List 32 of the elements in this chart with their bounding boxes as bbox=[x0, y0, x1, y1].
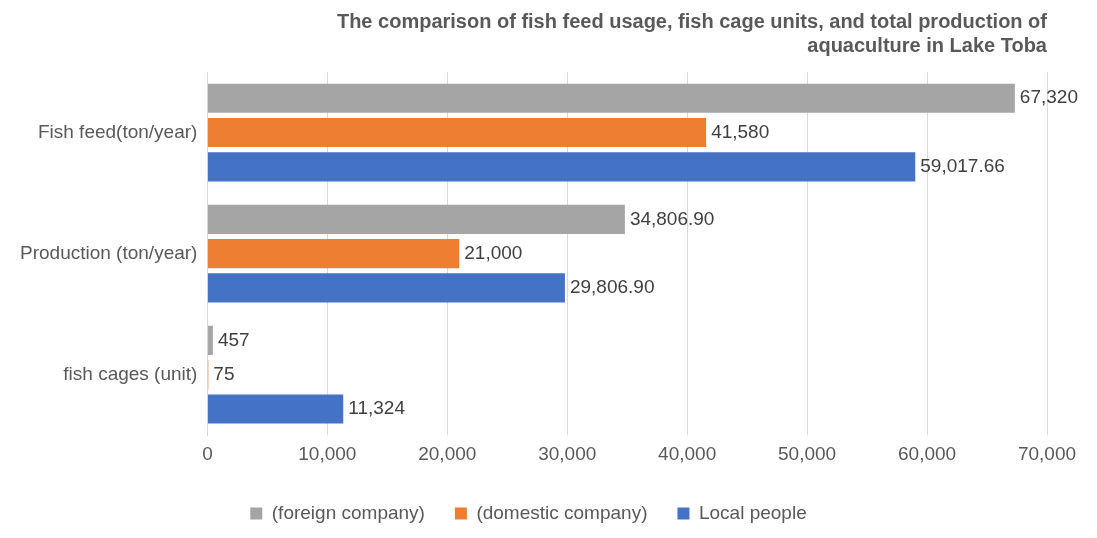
bar bbox=[207, 152, 916, 182]
x-tick-label: 50,000 bbox=[778, 442, 837, 464]
data-label: 67,320 bbox=[1019, 86, 1078, 108]
legend-label: (foreign company) bbox=[271, 501, 425, 523]
x-tick-label: 40,000 bbox=[658, 442, 717, 464]
data-label: 34,806.90 bbox=[629, 207, 715, 229]
bar bbox=[207, 83, 1015, 113]
y-tick-label: fish cages (unit) bbox=[63, 362, 198, 384]
y-tick-label: Production (ton/year) bbox=[20, 241, 198, 263]
data-label: 59,017.66 bbox=[920, 155, 1005, 177]
x-tick-label: 70,000 bbox=[1017, 442, 1077, 464]
x-tick-label: 20,000 bbox=[418, 442, 477, 464]
bar bbox=[207, 117, 707, 148]
data-label: 11,324 bbox=[348, 397, 406, 419]
bar bbox=[207, 239, 460, 269]
bar bbox=[207, 394, 344, 424]
legend-label: (domestic company) bbox=[476, 501, 648, 523]
data-label: 21,000 bbox=[464, 241, 523, 263]
y-tick-label: Fish feed(ton/year) bbox=[37, 120, 198, 142]
legend-label: Local people bbox=[698, 501, 807, 523]
bar bbox=[207, 325, 213, 355]
data-label: 457 bbox=[217, 328, 250, 350]
x-tick-label: 30,000 bbox=[538, 442, 597, 464]
x-tick-label: 60,000 bbox=[898, 442, 957, 464]
chart-title: The comparison of fish feed usage, fish cage units, and total production of aquaculture in Lake Toba bbox=[336, 9, 1048, 56]
data-label: 29,806.90 bbox=[569, 276, 655, 298]
bar bbox=[207, 204, 625, 234]
data-label: 75 bbox=[213, 362, 235, 384]
bar bbox=[207, 273, 565, 303]
data-label: 41,580 bbox=[711, 120, 770, 142]
x-tick-label: 0 bbox=[202, 442, 213, 464]
x-tick-label: 10,000 bbox=[298, 442, 357, 464]
